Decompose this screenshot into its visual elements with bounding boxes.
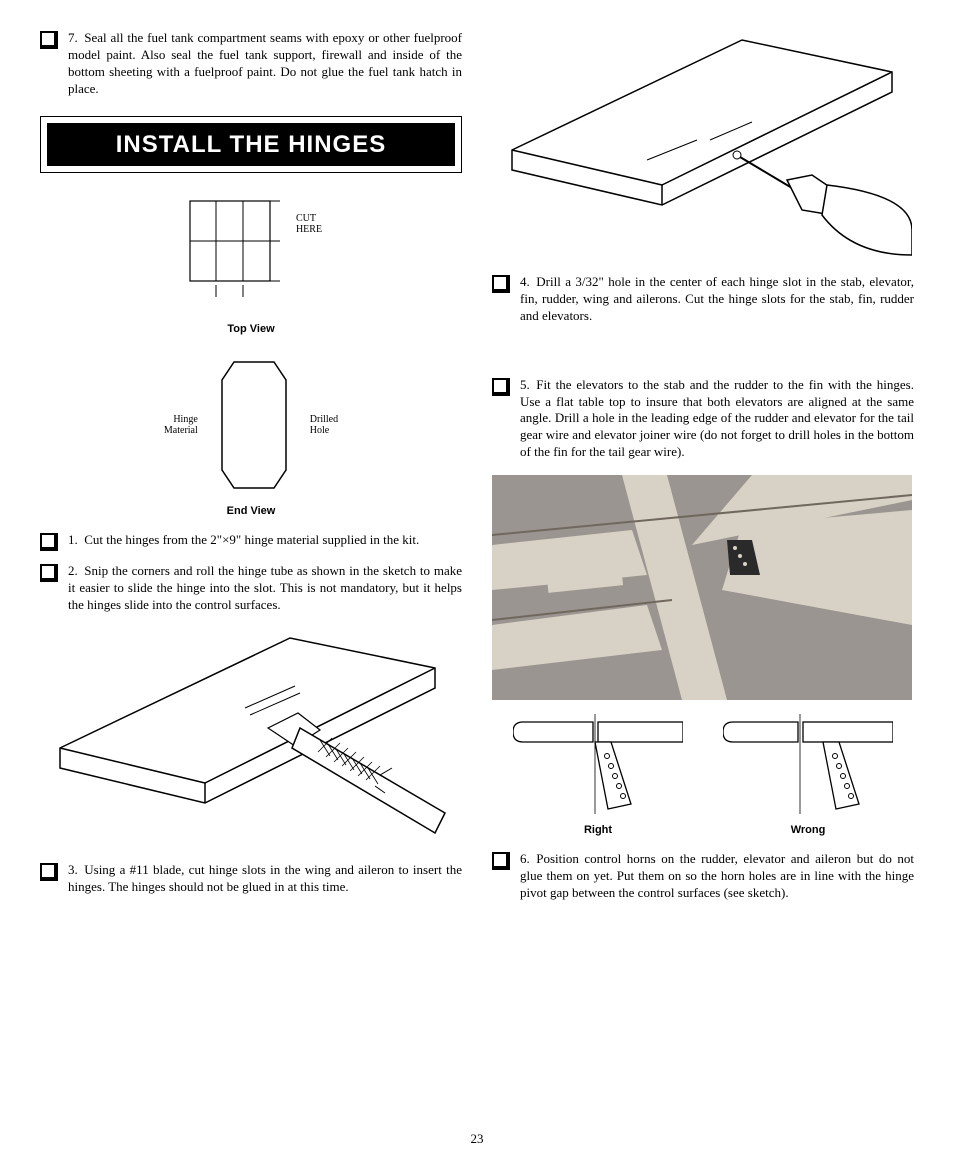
figure-drill	[492, 30, 914, 260]
figure-hinge-grid: CUT HERE Top View	[40, 193, 462, 336]
checkbox-icon	[492, 852, 510, 870]
step-3-text: 3. Using a #11 blade, cut hinge slots in…	[68, 862, 462, 896]
wrong-label: Wrong	[723, 823, 893, 837]
right-label: Right	[513, 823, 683, 837]
step-4: 4. Drill a 3/32" hole in the center of e…	[492, 274, 914, 325]
step-2-text: 2. Snip the corners and roll the hinge t…	[68, 563, 462, 614]
tube-caption: End View	[40, 504, 462, 518]
step-7: 7. Seal all the fuel tank compartment se…	[40, 30, 462, 98]
horn-right-group: Right	[513, 714, 683, 837]
step-1-text: 1. Cut the hinges from the 2"×9" hinge m…	[68, 532, 462, 551]
hinge-cut-label: CUT HERE	[296, 193, 322, 235]
hinge-tube-svg	[204, 350, 304, 500]
horn-wrong-svg	[723, 714, 893, 819]
hinge-caption: Top View	[40, 322, 462, 336]
page-number: 23	[471, 1131, 484, 1148]
figure-right-wrong: Right Wrong	[492, 714, 914, 837]
knife-svg	[40, 628, 450, 848]
figure-photo	[492, 475, 914, 700]
horn-right-svg	[513, 714, 683, 819]
step-6-text: 6. Position control horns on the rudder,…	[520, 851, 914, 902]
checkbox-icon	[40, 863, 58, 881]
step-3: 3. Using a #11 blade, cut hinge slots in…	[40, 862, 462, 896]
drill-svg	[492, 30, 912, 260]
step-5: 5. Fit the elevators to the stab and the…	[492, 377, 914, 461]
step-1: 1. Cut the hinges from the 2"×9" hinge m…	[40, 532, 462, 551]
figure-hinge-tube: Hinge Material Drilled Hole End View	[40, 350, 462, 518]
checkbox-icon	[40, 533, 58, 551]
banner-title: INSTALL THE HINGES	[47, 123, 455, 166]
checkbox-icon	[40, 31, 58, 49]
step-2: 2. Snip the corners and roll the hinge t…	[40, 563, 462, 614]
photo-svg	[492, 475, 912, 700]
figure-knife	[40, 628, 462, 848]
step-7-text: 7. Seal all the fuel tank compartment se…	[68, 30, 462, 98]
section-banner: INSTALL THE HINGES	[40, 116, 462, 173]
hinge-grid-svg	[180, 193, 290, 313]
checkbox-icon	[492, 378, 510, 396]
tube-label-left: Hinge Material	[164, 414, 198, 436]
checkbox-icon	[40, 564, 58, 582]
step-5-text: 5. Fit the elevators to the stab and the…	[520, 377, 914, 461]
tube-label-right: Drilled Hole	[310, 414, 338, 436]
horn-wrong-group: Wrong	[723, 714, 893, 837]
step-4-text: 4. Drill a 3/32" hole in the center of e…	[520, 274, 914, 325]
step-6: 6. Position control horns on the rudder,…	[492, 851, 914, 902]
checkbox-icon	[492, 275, 510, 293]
